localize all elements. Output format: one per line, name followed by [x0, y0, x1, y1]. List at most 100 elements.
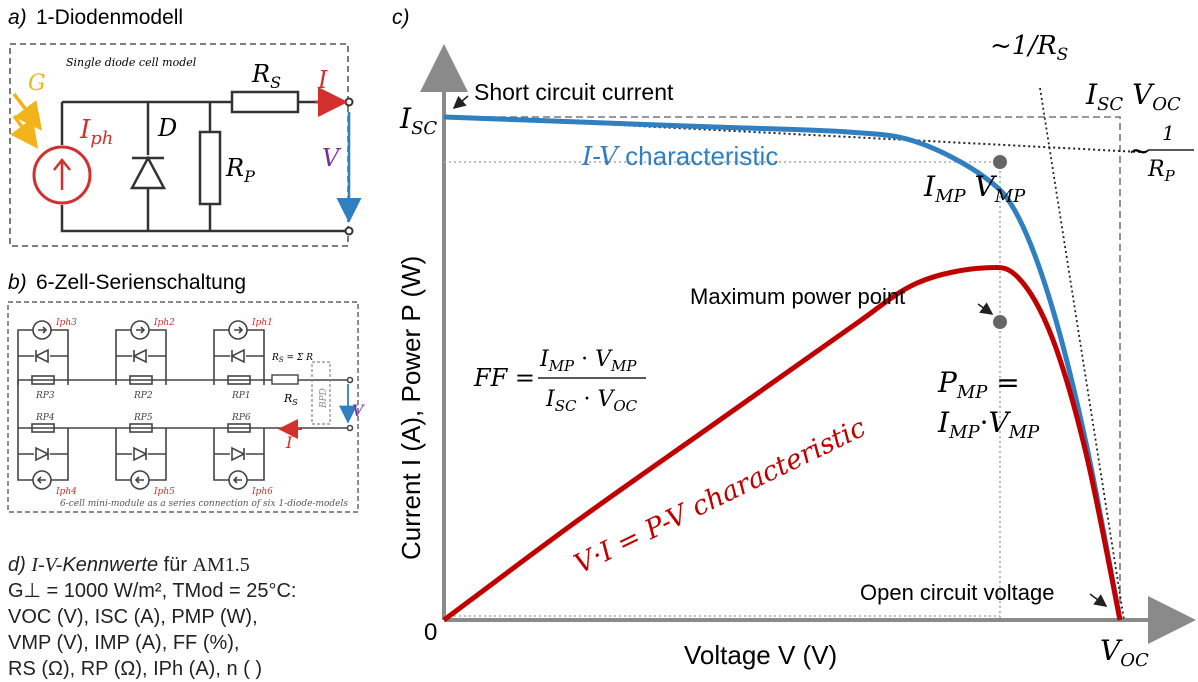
- cell-bottom-source-label: Iph4: [55, 487, 77, 497]
- cell-bottom-source-label: Iph6: [251, 487, 273, 497]
- panel-a-tag: a): [8, 6, 27, 29]
- panel-d-line-4: VMP (V), IMP (A), FF (%),: [8, 632, 240, 654]
- rs-resistor-icon: [230, 90, 300, 114]
- mpp-pointer: [977, 302, 994, 315]
- terminal-minus: [344, 226, 354, 236]
- open-circuit-label: Open circuit voltage: [860, 580, 1054, 605]
- cell-top-source-arrow-icon: [136, 326, 146, 334]
- module-rs-resistor-icon: [271, 374, 299, 385]
- diode-label: D: [157, 114, 177, 142]
- voltage-label: V: [322, 144, 342, 172]
- panel-c: c) Current I (A), Power P (W) Voltage V …: [392, 6, 1196, 671]
- panel-d-kennwerte: Kennwerte: [62, 554, 159, 576]
- voc-label: VOC: [1100, 634, 1149, 671]
- light-ray-2-icon: [10, 114, 39, 149]
- rp-slope-denominator: RP: [1147, 157, 1176, 185]
- cell-bottom-source-label: Iph5: [153, 487, 175, 497]
- irradiance-label: G: [28, 71, 46, 96]
- cell-top-resistor-label: RP3: [35, 391, 55, 401]
- panel-b-title: 6-Zell-Serienschaltung: [36, 271, 246, 294]
- cell-bottom-resistor-label: RP4: [35, 413, 55, 423]
- current-label: I: [317, 66, 328, 94]
- rp-slope-numerator: 1: [1162, 121, 1175, 145]
- rp-slope-tilde: ~: [1128, 134, 1151, 167]
- panel-b-tag: b): [8, 271, 27, 294]
- single-diode-wires: [60, 100, 346, 233]
- cell-top-diode-icon: [34, 348, 49, 364]
- cell-top-resistor-label: RP2: [133, 391, 153, 401]
- cell-bottom-source-arrow-icon: [134, 476, 144, 484]
- iscvoc-label: ISC VOC: [1085, 78, 1181, 115]
- panel-a-title: 1-Diodenmodell: [36, 6, 183, 29]
- bpd-label: BPD: [319, 388, 329, 409]
- iv-curve: [443, 114, 1123, 621]
- y-axis-label: Current I (A), Power P (W): [396, 256, 426, 560]
- mpp-point-iv: [993, 155, 1007, 169]
- isc-voc-rectangle: [444, 116, 1121, 620]
- module-terminal-plus: [346, 376, 354, 384]
- cell-top-diode-icon: [230, 348, 245, 364]
- terminal-plus: [344, 97, 354, 107]
- cell-top-source-arrow-icon: [234, 326, 244, 334]
- mpp-point-pv: [993, 315, 1007, 329]
- origin-label: 0: [424, 619, 437, 646]
- panel-d-line-2: G⊥ = 1000 W/m², TMod = 25°C:: [8, 580, 297, 602]
- panel-d-tag: d): [8, 554, 26, 576]
- panel-a-caption: Single diode cell model: [66, 56, 197, 69]
- rs-slope-label: ~1/RS: [990, 31, 1068, 65]
- ff-label: FF =: [473, 364, 535, 392]
- ff-denominator: ISC · VOC: [545, 387, 638, 415]
- panel-d-iv: I-V-: [31, 554, 63, 576]
- module-current-label: I: [285, 433, 293, 452]
- panel-d-am15: AM1.5: [192, 554, 250, 576]
- cell-top-source-label: Iph3: [55, 318, 77, 328]
- source-arrow-icon: [53, 157, 71, 190]
- panel-b: b) 6-Zell-Serienschaltung 6-cell mini-mo…: [7, 271, 365, 513]
- panel-b-caption: 6-cell mini-module as a series connectio…: [60, 499, 348, 509]
- cell-top-resistor-label: RP1: [231, 391, 251, 401]
- cell-top-source-label: Iph2: [153, 318, 175, 328]
- module-voltage-label: V: [352, 401, 365, 420]
- panel-a: a) 1-Diodenmodell Single diode cell mode…: [8, 6, 362, 247]
- panel-d-line-1: d) I-V-Kennwerte für AM1.5: [8, 552, 378, 578]
- cell-top-source-arrow-icon: [38, 326, 48, 334]
- rs-sum-formula: RS = Σ R: [271, 353, 313, 364]
- pv-curve: [442, 264, 1123, 623]
- pmp-formula: IMP·VMP: [937, 406, 1040, 443]
- panel-d-line-5: RS (Ω), RP (Ω), IPh (A), n ( ): [8, 658, 262, 680]
- cell-bottom-diode-icon: [231, 446, 246, 462]
- isc-label: ISC: [399, 102, 437, 139]
- cell-bottom-diode-icon: [35, 446, 50, 462]
- cell-bottom-resistor-label: RP5: [133, 413, 153, 423]
- x-axis-label: Voltage V (V): [684, 640, 837, 670]
- rs-label: RS: [251, 60, 281, 92]
- module-rs-label: RS: [283, 392, 298, 407]
- rp-label: RP: [225, 154, 255, 186]
- diode-icon: [129, 155, 167, 190]
- cell-bottom-source-arrow-icon: [232, 476, 242, 484]
- open-circuit-pointer: [1089, 593, 1108, 607]
- panel-a-frame: [9, 43, 349, 247]
- pmp-label: PMP =: [937, 366, 1020, 403]
- panel-d-line-3: VOC (V), ISC (A), PMP (W),: [8, 606, 258, 628]
- ff-numerator: IMP · VMP: [539, 347, 637, 375]
- panel-d-fuer: für: [158, 554, 193, 576]
- cell-top-diode-icon: [132, 348, 147, 364]
- iv-characteristic-label: I-V characteristic: [581, 141, 778, 172]
- rs-slope-line: [1039, 87, 1125, 621]
- short-circuit-label: Short circuit current: [474, 79, 674, 105]
- imp-vmp-label: IMP VMP: [923, 170, 1026, 207]
- panel-d: d) I-V-Kennwerte für AM1.5 G⊥ = 1000 W/m…: [8, 552, 378, 682]
- panel-c-tag: c): [392, 6, 410, 29]
- iph-label: Iph: [79, 115, 113, 149]
- six-cell-network: Iph3 RP3 Iph2 RP2 Iph1 RP1 RP4 Iph4 RP5 Iph5 RP6 Ip…: [17, 318, 354, 497]
- rp-resistor-icon: [198, 130, 222, 206]
- cell-bottom-source-arrow-icon: [36, 476, 46, 484]
- cell-bottom-diode-icon: [133, 446, 148, 462]
- cell-bottom-resistor-label: RP6: [231, 413, 251, 423]
- short-circuit-pointer: [452, 95, 469, 110]
- cell-top-source-label: Iph1: [251, 318, 273, 328]
- module-terminal-minus: [346, 424, 354, 432]
- mpp-annotation: Maximum power point: [690, 284, 905, 309]
